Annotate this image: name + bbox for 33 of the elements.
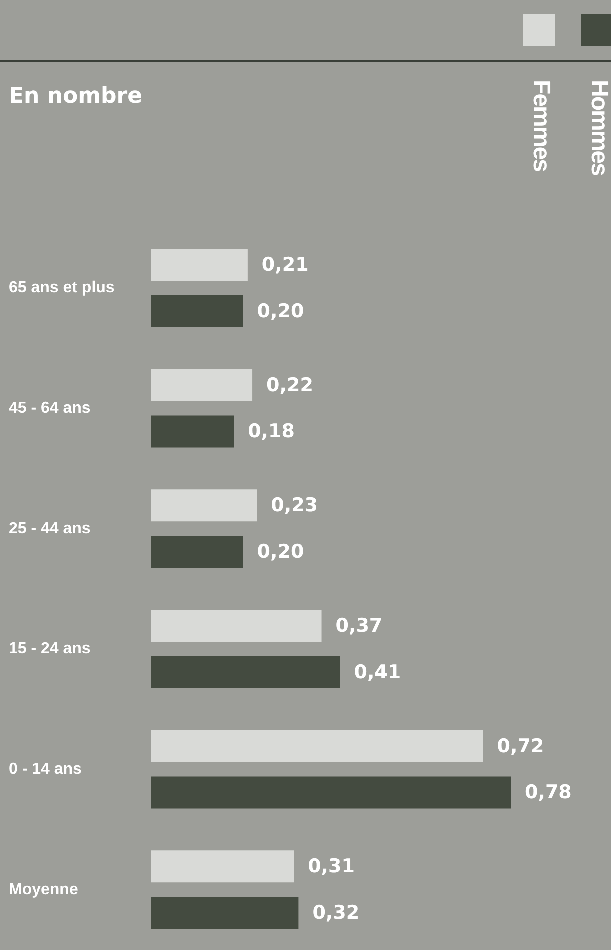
data-label: 0,21	[262, 254, 309, 276]
y-tick-label: 0 - 14 ans	[9, 761, 82, 778]
data-label: 0,78	[525, 782, 572, 804]
data-label: 0,32	[312, 902, 360, 924]
data-label: 0,22	[266, 374, 314, 396]
y-tick-label: 15 - 24 ans	[9, 640, 91, 658]
chart-title: En nombre	[9, 84, 143, 109]
data-label: 0,20	[257, 541, 304, 564]
data-label: 0,37	[336, 614, 383, 637]
bar	[151, 850, 294, 883]
bar	[151, 610, 322, 642]
bar	[151, 730, 484, 762]
text: Hommes	[585, 80, 611, 176]
y-tick-label: 45 - 64 ans	[9, 400, 91, 417]
data-label: 0,31	[308, 856, 355, 878]
data-label: 0,41	[354, 661, 402, 684]
data-label: 0,23	[271, 494, 318, 517]
bar	[151, 416, 234, 448]
bar	[151, 656, 340, 688]
text: Femmes	[527, 80, 555, 172]
bar	[151, 897, 299, 930]
bar	[151, 536, 244, 568]
bar	[151, 369, 253, 402]
data-label: 0,20	[257, 300, 304, 322]
bar	[151, 776, 511, 809]
y-tick-label: 65 ans et plus	[9, 280, 115, 297]
data-label: 0,72	[497, 735, 544, 758]
bar	[151, 248, 248, 281]
y-tick-label: Moyenne	[9, 881, 78, 898]
bar	[151, 490, 258, 522]
y-tick-label: 25 - 44 ans	[9, 520, 91, 538]
data-label: 0,18	[248, 420, 295, 443]
bar	[151, 295, 244, 328]
